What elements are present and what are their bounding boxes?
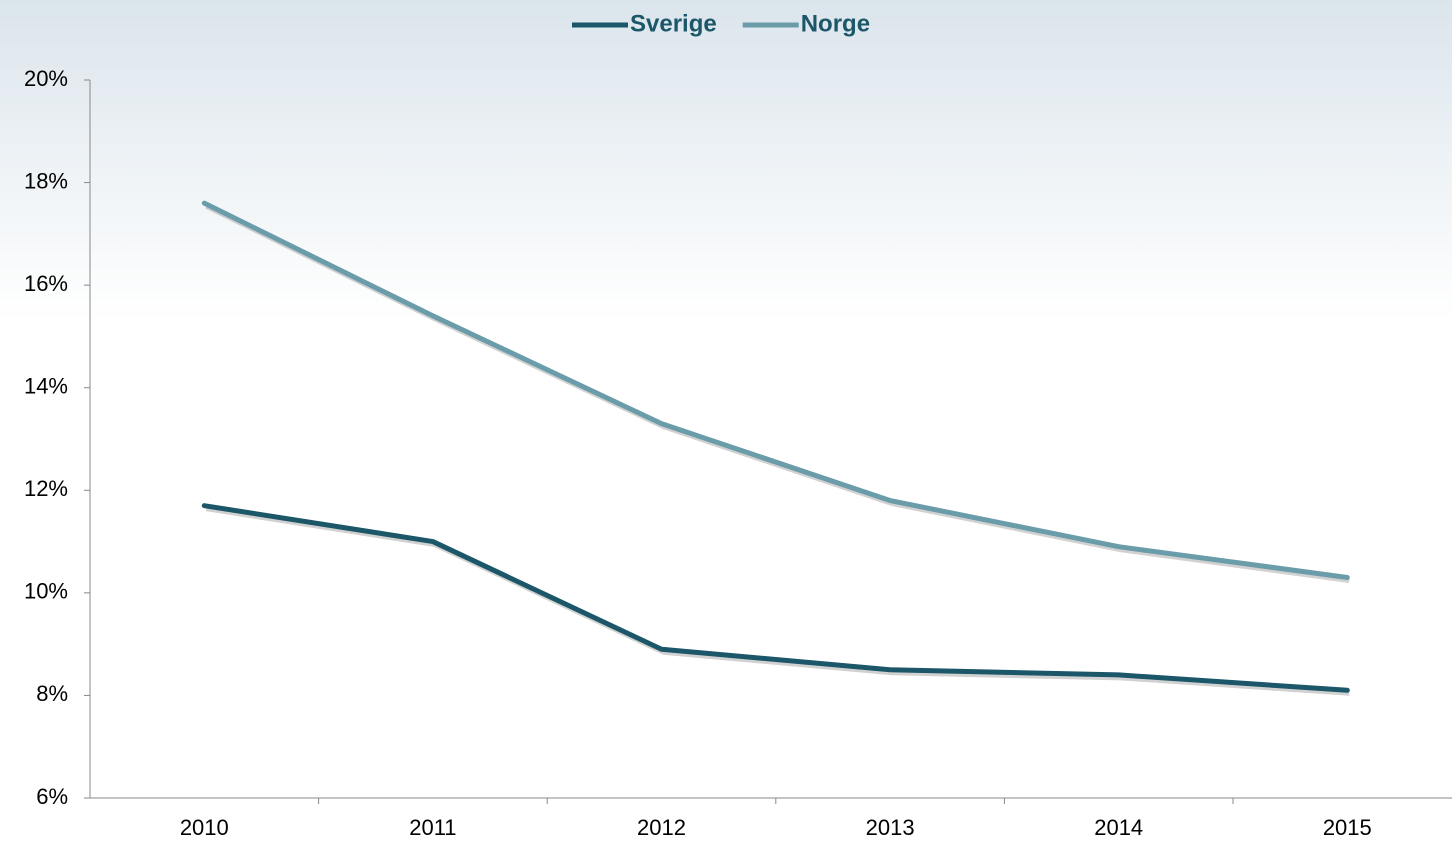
series-line	[201, 503, 1350, 693]
y-tick-label: 14%	[24, 374, 68, 399]
line-shadow	[205, 506, 1350, 696]
x-tick-label: 2014	[1094, 815, 1143, 840]
y-tick-label: 6%	[36, 784, 68, 809]
y-tick-label: 12%	[24, 476, 68, 501]
legend-label: Norge	[801, 10, 870, 37]
y-tick-label: 18%	[24, 168, 68, 193]
y-tick-label: 10%	[24, 579, 68, 604]
y-tick-label: 16%	[24, 271, 68, 296]
x-tick-label: 2010	[180, 815, 229, 840]
y-tick-label: 20%	[24, 66, 68, 91]
x-tick-label: 2013	[866, 815, 915, 840]
legend-label: Sverige	[630, 10, 717, 37]
x-tick-label: 2011	[409, 815, 456, 840]
x-tick-label: 2015	[1323, 815, 1372, 840]
series-line	[201, 200, 1350, 580]
y-tick-label: 8%	[36, 681, 68, 706]
legend: Sverige Norge	[572, 10, 870, 37]
x-tick-label: 2012	[637, 815, 686, 840]
